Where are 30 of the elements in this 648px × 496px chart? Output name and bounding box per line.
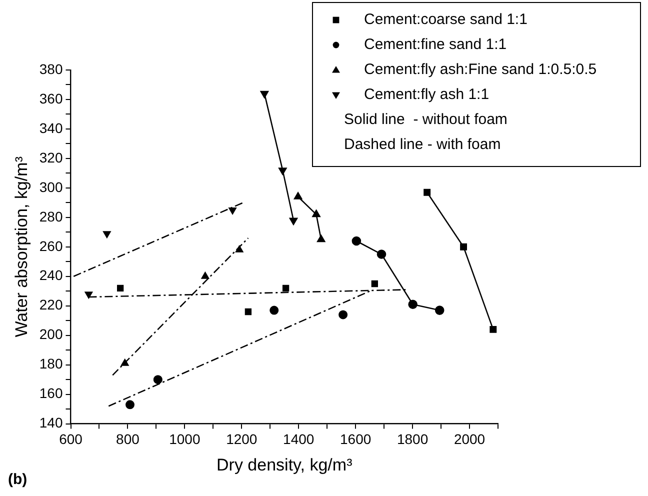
x-tick-label: 1600 <box>340 431 372 448</box>
x-tick-label: 1200 <box>226 431 258 448</box>
y-tick-label: 320 <box>39 149 63 166</box>
y-tick-label: 280 <box>39 208 63 224</box>
y-tick-label: 160 <box>39 385 63 402</box>
legend-label: Cement:coarse sand 1:1 <box>364 11 528 28</box>
x-axis-title: Dry density, kg/m³ <box>216 455 353 474</box>
legend-label: Cement:fine sand 1:1 <box>364 36 507 54</box>
x-tick-label: 2000 <box>454 431 486 448</box>
y-tick-label: 180 <box>39 356 63 372</box>
x-tick-label: 800 <box>116 431 140 448</box>
y-tick-label: 340 <box>39 120 63 136</box>
y-tick-label: 380 <box>39 60 63 77</box>
y-tick-label: 300 <box>39 178 63 195</box>
annotation: Dashed line - with foam <box>344 136 501 154</box>
legend-label: Cement:fly ash 1:1 <box>364 86 490 104</box>
x-tick-label: 1400 <box>283 431 314 448</box>
y-axis-title: Water absorption, kg/m³ <box>12 156 31 338</box>
y-tick-label: 220 <box>39 296 63 313</box>
y-tick-label: 360 <box>39 90 63 106</box>
y-tick-label: 260 <box>39 238 63 254</box>
y-tick-label: 240 <box>39 267 63 284</box>
x-tick-label: 1000 <box>169 431 200 448</box>
y-tick-label: 140 <box>39 414 63 431</box>
text: (b) <box>8 471 28 488</box>
y-tick-label: 200 <box>39 326 63 342</box>
x-tick-label: 600 <box>59 431 83 448</box>
legend-label: Cement:fly ash:Fine sand 1:0.5:0.5 <box>364 61 597 78</box>
annotation: Solid line - without foam <box>344 111 508 128</box>
x-tick-label: 1800 <box>396 431 428 448</box>
